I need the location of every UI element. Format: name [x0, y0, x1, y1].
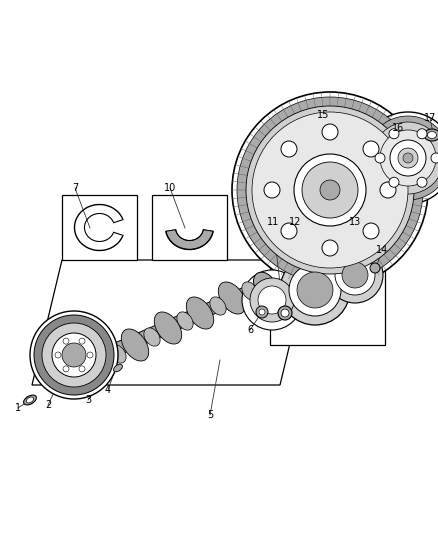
Circle shape: [278, 306, 292, 320]
Circle shape: [390, 140, 426, 176]
Circle shape: [246, 106, 414, 274]
Circle shape: [398, 148, 418, 168]
Circle shape: [342, 262, 368, 288]
Text: 7: 7: [72, 183, 78, 193]
Circle shape: [363, 223, 379, 239]
Circle shape: [242, 270, 302, 330]
Circle shape: [280, 255, 350, 325]
Circle shape: [389, 129, 399, 139]
Circle shape: [294, 154, 366, 226]
Circle shape: [281, 223, 297, 239]
Ellipse shape: [186, 297, 214, 329]
Circle shape: [417, 129, 427, 139]
Circle shape: [34, 315, 114, 395]
Circle shape: [258, 286, 286, 314]
Ellipse shape: [113, 364, 123, 372]
Circle shape: [42, 323, 106, 387]
Text: 2: 2: [45, 400, 51, 410]
Ellipse shape: [242, 282, 258, 300]
Ellipse shape: [144, 328, 160, 346]
Circle shape: [417, 177, 427, 187]
Ellipse shape: [424, 129, 438, 141]
Circle shape: [250, 278, 294, 322]
Circle shape: [79, 366, 85, 372]
Circle shape: [79, 338, 85, 344]
Text: 16: 16: [392, 123, 404, 133]
Circle shape: [375, 153, 385, 163]
Circle shape: [252, 112, 408, 268]
Text: 17: 17: [424, 113, 436, 123]
Text: 5: 5: [207, 410, 213, 420]
Circle shape: [327, 247, 383, 303]
Circle shape: [322, 124, 338, 140]
Ellipse shape: [95, 374, 105, 382]
Circle shape: [30, 311, 118, 399]
Circle shape: [256, 306, 268, 318]
Circle shape: [403, 153, 413, 163]
Circle shape: [380, 182, 396, 198]
Circle shape: [259, 309, 265, 315]
Circle shape: [372, 122, 438, 194]
Text: 12: 12: [289, 217, 301, 227]
Circle shape: [87, 352, 93, 358]
Circle shape: [335, 255, 375, 295]
Polygon shape: [166, 230, 213, 249]
Ellipse shape: [218, 282, 246, 314]
Text: 15: 15: [317, 110, 329, 120]
Circle shape: [297, 272, 333, 308]
Polygon shape: [80, 278, 265, 372]
Circle shape: [380, 130, 436, 186]
Circle shape: [289, 264, 341, 316]
Circle shape: [264, 182, 280, 198]
Bar: [152, 195, 227, 260]
Circle shape: [55, 352, 61, 358]
Circle shape: [302, 162, 358, 218]
Text: 6: 6: [247, 325, 253, 335]
Ellipse shape: [427, 132, 437, 139]
Circle shape: [370, 263, 380, 273]
Bar: [270, 230, 385, 345]
Ellipse shape: [121, 329, 149, 361]
Text: 14: 14: [376, 245, 388, 255]
Circle shape: [232, 92, 428, 288]
Circle shape: [363, 141, 379, 157]
Circle shape: [52, 333, 96, 377]
Ellipse shape: [75, 353, 91, 371]
Circle shape: [389, 177, 399, 187]
Ellipse shape: [24, 395, 36, 405]
Circle shape: [320, 180, 340, 200]
Text: 11: 11: [267, 217, 279, 227]
Text: 10: 10: [164, 183, 176, 193]
Circle shape: [281, 309, 289, 317]
Text: 13: 13: [349, 217, 361, 227]
Ellipse shape: [110, 345, 126, 363]
Ellipse shape: [177, 312, 193, 330]
Circle shape: [322, 240, 338, 256]
Ellipse shape: [26, 397, 34, 403]
Ellipse shape: [254, 272, 276, 298]
Text: 4: 4: [105, 385, 111, 395]
Circle shape: [281, 141, 297, 157]
Circle shape: [237, 97, 423, 283]
Polygon shape: [32, 260, 310, 385]
Circle shape: [62, 343, 86, 367]
Text: 3: 3: [85, 395, 91, 405]
Circle shape: [63, 338, 69, 344]
Ellipse shape: [154, 312, 182, 344]
Circle shape: [366, 116, 438, 200]
Circle shape: [431, 153, 438, 163]
Bar: [62, 195, 137, 260]
Circle shape: [63, 366, 69, 372]
Ellipse shape: [210, 297, 226, 315]
Text: 1: 1: [15, 403, 21, 413]
Circle shape: [362, 112, 438, 204]
